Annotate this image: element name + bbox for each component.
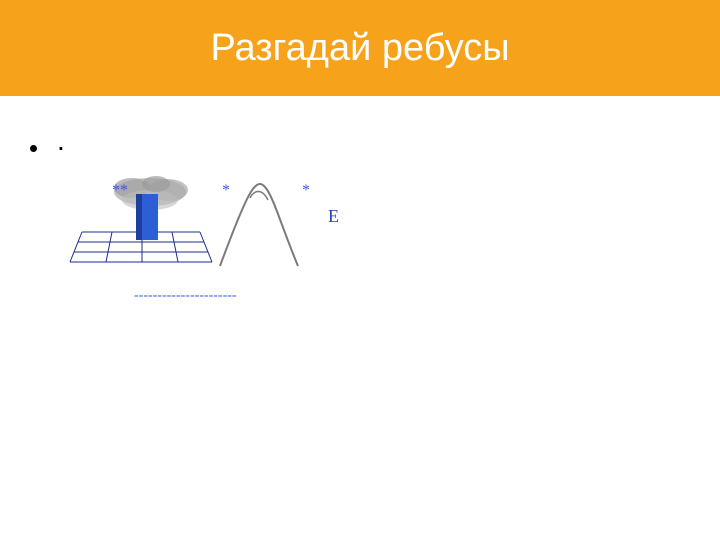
answer-dashes: ---------------------- — [134, 288, 237, 304]
chimney-icon — [136, 194, 158, 240]
slide-title: Разгадай ребусы — [210, 27, 509, 70]
rebus-figure: ** * * Е ---------------------- — [50, 170, 370, 340]
mountain-icon — [220, 184, 298, 266]
asterisk-1: ** — [112, 182, 128, 200]
rebus-svg — [50, 170, 370, 340]
asterisk-3: * — [302, 182, 310, 200]
letter-e: Е — [328, 206, 339, 227]
bullet-marker — [30, 145, 37, 152]
bullet-item: . — [30, 125, 65, 157]
asterisk-2: * — [222, 182, 230, 200]
title-bar: Разгадай ребусы — [0, 0, 720, 96]
bullet-text: . — [57, 125, 65, 157]
